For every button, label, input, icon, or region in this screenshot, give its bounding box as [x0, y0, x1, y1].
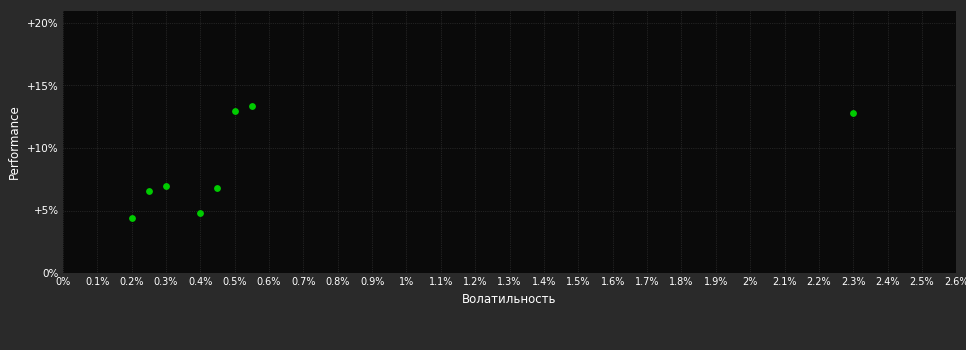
Point	[210, 185, 225, 191]
Point	[141, 188, 156, 193]
Point	[192, 210, 208, 216]
Point	[845, 110, 861, 116]
Point	[244, 103, 260, 108]
Point	[158, 183, 174, 188]
Point	[124, 215, 139, 221]
Point	[227, 108, 242, 113]
Y-axis label: Performance: Performance	[9, 104, 21, 179]
X-axis label: Волатильность: Волатильность	[463, 293, 556, 306]
